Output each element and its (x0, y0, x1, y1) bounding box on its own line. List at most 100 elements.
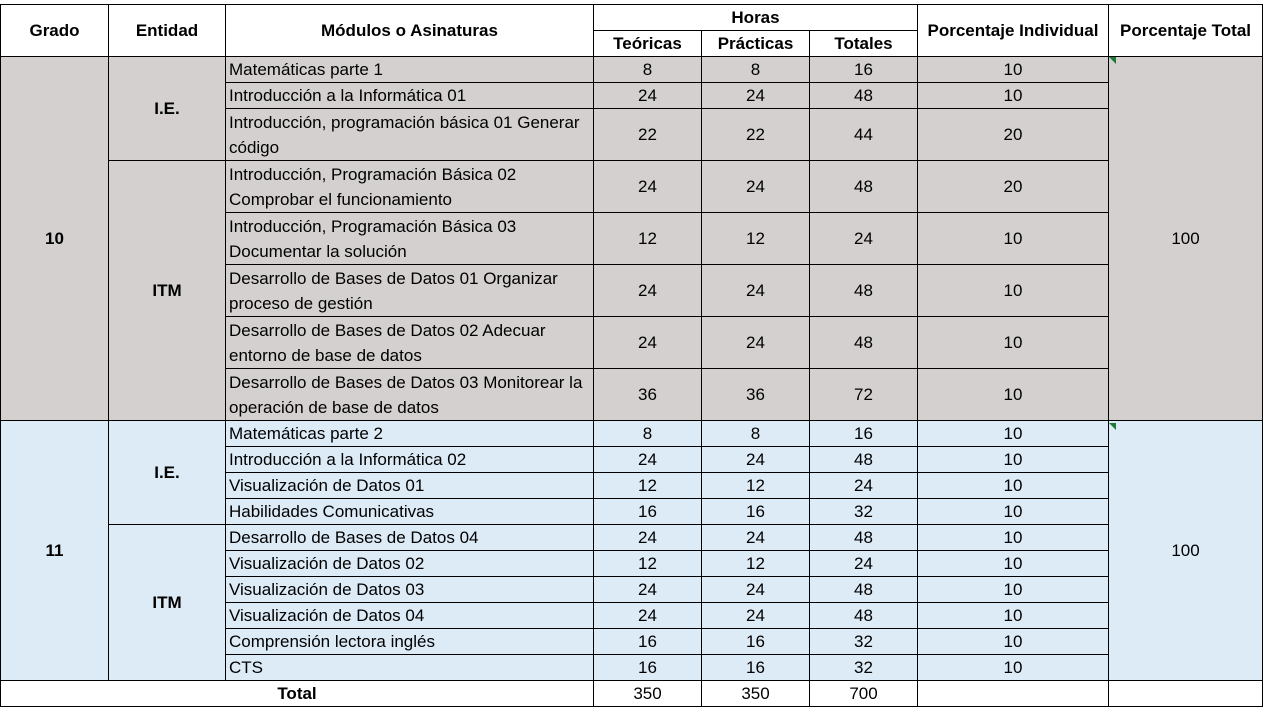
practicas-cell[interactable]: 24 (701, 316, 810, 369)
module-cell[interactable]: Introducción, Programación Básica 02 Com… (225, 160, 594, 213)
practicas-cell[interactable]: 22 (701, 108, 810, 161)
pct-individual-cell[interactable]: 10 (917, 550, 1109, 577)
module-cell[interactable]: Visualización de Datos 02 (225, 550, 594, 577)
module-cell[interactable]: Comprensión lectora inglés (225, 628, 594, 655)
module-cell[interactable]: CTS (225, 654, 594, 681)
totales-cell[interactable]: 16 (809, 420, 918, 447)
pct-individual-cell[interactable]: 10 (917, 56, 1109, 83)
totales-cell[interactable]: 48 (809, 316, 918, 369)
teoricas-cell[interactable]: 24 (593, 160, 702, 213)
pct-individual-cell[interactable]: 10 (917, 498, 1109, 525)
teoricas-cell[interactable]: 24 (593, 576, 702, 603)
totales-cell[interactable]: 48 (809, 82, 918, 109)
teoricas-cell[interactable]: 16 (593, 654, 702, 681)
totales-cell[interactable]: 32 (809, 654, 918, 681)
module-cell[interactable]: Matemáticas parte 1 (225, 56, 594, 83)
pct-individual-cell[interactable]: 10 (917, 212, 1109, 265)
pct-individual-cell[interactable]: 10 (917, 420, 1109, 447)
teoricas-cell[interactable]: 24 (593, 316, 702, 369)
practicas-cell[interactable]: 24 (701, 82, 810, 109)
teoricas-cell[interactable]: 24 (593, 524, 702, 551)
practicas-cell[interactable]: 12 (701, 550, 810, 577)
totales-cell[interactable]: 24 (809, 212, 918, 265)
practicas-cell[interactable]: 36 (701, 368, 810, 421)
totales-cell[interactable]: 32 (809, 498, 918, 525)
total-label[interactable]: Total (0, 680, 594, 707)
entity-cell-ie-11[interactable]: I.E. (108, 420, 226, 525)
module-cell[interactable]: Introducción a la Informática 01 (225, 82, 594, 109)
header-entidad[interactable]: Entidad (108, 4, 226, 57)
totales-cell[interactable]: 48 (809, 446, 918, 473)
entity-cell-itm-10[interactable]: ITM (108, 160, 226, 421)
entity-cell-ie-10[interactable]: I.E. (108, 56, 226, 161)
practicas-cell[interactable]: 24 (701, 264, 810, 317)
totales-cell[interactable]: 72 (809, 368, 918, 421)
practicas-cell[interactable]: 24 (701, 576, 810, 603)
header-horas[interactable]: Horas (593, 4, 918, 31)
teoricas-cell[interactable]: 36 (593, 368, 702, 421)
pct-individual-cell[interactable]: 10 (917, 602, 1109, 629)
module-cell[interactable]: Desarrollo de Bases de Datos 03 Monitore… (225, 368, 594, 421)
pct-individual-cell[interactable]: 10 (917, 524, 1109, 551)
header-teoricas[interactable]: Teóricas (593, 30, 702, 57)
teoricas-cell[interactable]: 24 (593, 602, 702, 629)
module-cell[interactable]: Introducción a la Informática 02 (225, 446, 594, 473)
grade-cell-11[interactable]: 11 (0, 420, 109, 681)
module-cell[interactable]: Matemáticas parte 2 (225, 420, 594, 447)
totales-cell[interactable]: 24 (809, 550, 918, 577)
totales-cell[interactable]: 48 (809, 160, 918, 213)
total-pct-total-cell[interactable] (1108, 680, 1263, 707)
pct-individual-cell[interactable]: 10 (917, 446, 1109, 473)
practicas-cell[interactable]: 24 (701, 602, 810, 629)
pct-total-cell-11[interactable]: 100 (1108, 420, 1263, 681)
pct-individual-cell[interactable]: 10 (917, 472, 1109, 499)
pct-individual-cell[interactable]: 10 (917, 654, 1109, 681)
teoricas-cell[interactable]: 12 (593, 550, 702, 577)
pct-individual-cell[interactable]: 10 (917, 628, 1109, 655)
teoricas-cell[interactable]: 16 (593, 498, 702, 525)
practicas-cell[interactable]: 24 (701, 160, 810, 213)
practicas-cell[interactable]: 8 (701, 420, 810, 447)
teoricas-cell[interactable]: 22 (593, 108, 702, 161)
teoricas-cell[interactable]: 12 (593, 472, 702, 499)
teoricas-cell[interactable]: 12 (593, 212, 702, 265)
practicas-cell[interactable]: 16 (701, 498, 810, 525)
practicas-cell[interactable]: 24 (701, 524, 810, 551)
totales-cell[interactable]: 44 (809, 108, 918, 161)
teoricas-cell[interactable]: 16 (593, 628, 702, 655)
practicas-cell[interactable]: 16 (701, 628, 810, 655)
teoricas-cell[interactable]: 24 (593, 446, 702, 473)
practicas-cell[interactable]: 8 (701, 56, 810, 83)
header-practicas[interactable]: Prácticas (701, 30, 810, 57)
module-cell[interactable]: Introducción, Programación Básica 03 Doc… (225, 212, 594, 265)
module-cell[interactable]: Visualización de Datos 03 (225, 576, 594, 603)
module-cell[interactable]: Visualización de Datos 04 (225, 602, 594, 629)
header-porcentaje-total[interactable]: Porcentaje Total (1108, 4, 1263, 57)
module-cell[interactable]: Introducción, programación básica 01 Gen… (225, 108, 594, 161)
header-totales[interactable]: Totales (809, 30, 918, 57)
total-practicas-cell[interactable]: 350 (701, 680, 810, 707)
pct-individual-cell[interactable]: 10 (917, 264, 1109, 317)
practicas-cell[interactable]: 16 (701, 654, 810, 681)
pct-individual-cell[interactable]: 20 (917, 108, 1109, 161)
header-grado[interactable]: Grado (0, 4, 109, 57)
teoricas-cell[interactable]: 24 (593, 264, 702, 317)
total-totales-cell[interactable]: 700 (809, 680, 918, 707)
totales-cell[interactable]: 48 (809, 576, 918, 603)
totales-cell[interactable]: 48 (809, 602, 918, 629)
pct-individual-cell[interactable]: 20 (917, 160, 1109, 213)
practicas-cell[interactable]: 12 (701, 212, 810, 265)
teoricas-cell[interactable]: 8 (593, 420, 702, 447)
module-cell[interactable]: Desarrollo de Bases de Datos 02 Adecuar … (225, 316, 594, 369)
entity-cell-itm-11[interactable]: ITM (108, 524, 226, 681)
pct-individual-cell[interactable]: 10 (917, 368, 1109, 421)
module-cell[interactable]: Visualización de Datos 01 (225, 472, 594, 499)
practicas-cell[interactable]: 12 (701, 472, 810, 499)
module-cell[interactable]: Desarrollo de Bases de Datos 04 (225, 524, 594, 551)
totales-cell[interactable]: 32 (809, 628, 918, 655)
grade-cell-10[interactable]: 10 (0, 56, 109, 421)
total-pct-individual-cell[interactable] (917, 680, 1109, 707)
totales-cell[interactable]: 24 (809, 472, 918, 499)
totales-cell[interactable]: 48 (809, 264, 918, 317)
teoricas-cell[interactable]: 24 (593, 82, 702, 109)
